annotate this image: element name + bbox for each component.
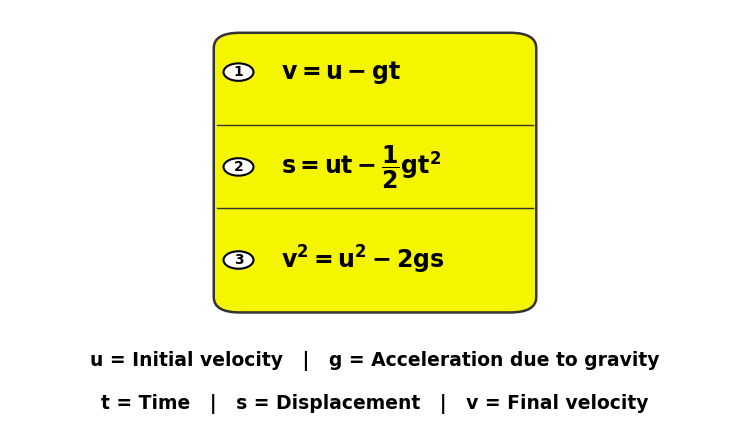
- Text: $\mathbf{v = u - gt}$: $\mathbf{v = u - gt}$: [281, 59, 401, 86]
- Circle shape: [224, 158, 254, 176]
- Text: 3: 3: [234, 253, 243, 267]
- FancyBboxPatch shape: [214, 33, 536, 312]
- Text: 2: 2: [234, 160, 243, 174]
- Text: $\mathbf{v^2 = u^2 - 2gs}$: $\mathbf{v^2 = u^2 - 2gs}$: [281, 244, 445, 276]
- Text: $\mathbf{s = ut - \dfrac{1}{2}gt^2}$: $\mathbf{s = ut - \dfrac{1}{2}gt^2}$: [281, 143, 441, 191]
- Text: t = Time   |   s = Displacement   |   v = Final velocity: t = Time | s = Displacement | v = Final …: [101, 394, 649, 414]
- Circle shape: [224, 63, 254, 81]
- Text: 1: 1: [234, 65, 243, 79]
- Circle shape: [224, 251, 254, 269]
- Text: u = Initial velocity   |   g = Acceleration due to gravity: u = Initial velocity | g = Acceleration …: [90, 350, 660, 371]
